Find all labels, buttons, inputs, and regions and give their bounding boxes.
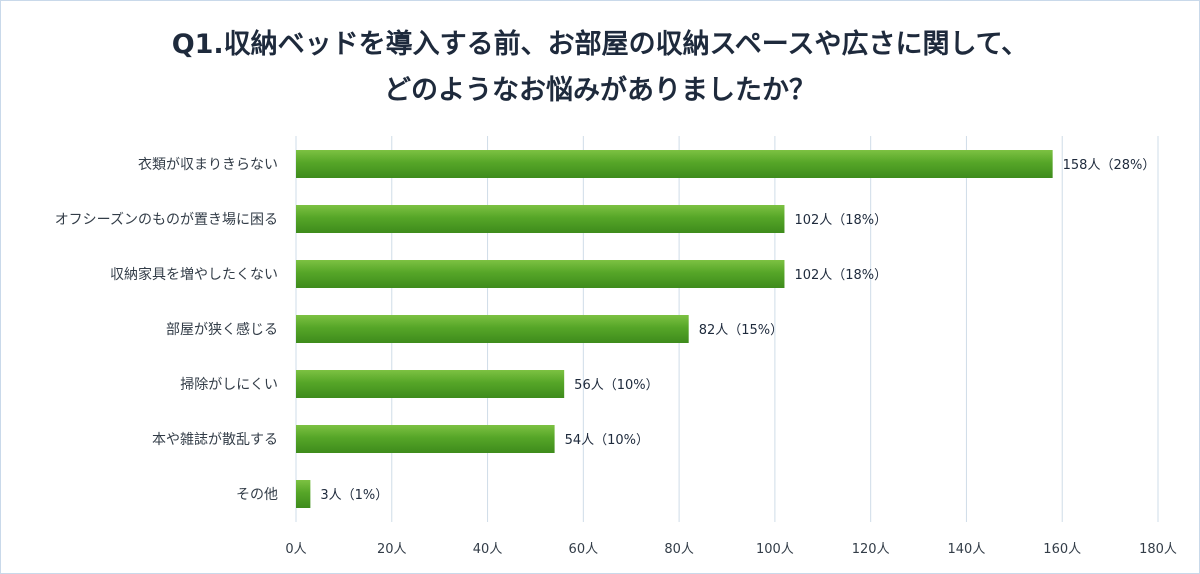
bar-2 (296, 260, 785, 288)
value-label-1: 102人（18%） (794, 213, 887, 228)
bar-4 (296, 370, 565, 398)
value-label-3: 82人（15%） (699, 323, 783, 338)
x-tick-label-20: 20人 (377, 542, 407, 557)
chart-title-line-2: どのようなお悩みがありましたか？ (384, 75, 816, 106)
x-tick-label-100: 100人 (756, 542, 794, 557)
category-label-4: 掃除がしにくい (180, 376, 278, 393)
bars (296, 150, 1053, 508)
category-label-1: オフシーズンのものが置き場に困る (55, 212, 278, 228)
x-tick-label-60: 60人 (569, 542, 599, 557)
bar-3 (296, 315, 689, 343)
x-tick-label-80: 80人 (664, 542, 694, 557)
category-label-0: 衣類が収まりきらない (138, 157, 278, 173)
category-label-6: その他 (236, 487, 278, 503)
x-tick-label-180: 180人 (1139, 542, 1177, 557)
chart-title-line-1: Q1.収納ベッドを導入する前、お部屋の収納スペースや広さに関して、 (171, 29, 1029, 60)
chart-title: Q1.収納ベッドを導入する前、お部屋の収納スペースや広さに関して、 どのようなお… (0, 22, 1200, 114)
value-label-0: 158人（28%） (1063, 158, 1156, 173)
category-label-2: 収納家具を増やしたくない (110, 266, 278, 283)
bar-1 (296, 205, 785, 233)
value-label-2: 102人（18%） (794, 268, 887, 283)
bar-0 (296, 150, 1053, 178)
x-tick-label-120: 120人 (852, 542, 890, 557)
category-label-5: 本や雑誌が散乱する (152, 432, 278, 448)
value-label-4: 56人（10%） (574, 378, 658, 393)
bar-6 (296, 480, 311, 508)
x-tick-label-40: 40人 (473, 542, 503, 557)
labels: 0人 20人 40人 60人 80人 100人 120人 140人 160人 180人 衣類が収まり… (55, 157, 1177, 557)
x-tick-label-160: 160人 (1043, 542, 1081, 557)
category-label-3: 部屋が狭く感じる (166, 321, 278, 338)
value-label-5: 54人（10%） (565, 433, 649, 448)
value-label-6: 3人（1%） (320, 488, 388, 503)
bar-5 (296, 425, 555, 453)
x-tick-label-140: 140人 (948, 542, 986, 557)
x-tick-label-0: 0人 (285, 542, 306, 557)
